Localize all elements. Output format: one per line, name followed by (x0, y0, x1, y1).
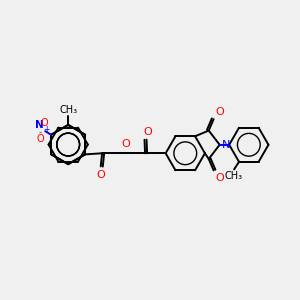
Text: N: N (222, 140, 230, 150)
Text: O: O (40, 118, 48, 128)
Text: O: O (215, 107, 224, 117)
Text: O: O (121, 140, 130, 149)
Text: O: O (96, 169, 105, 180)
Text: O: O (37, 134, 44, 144)
Text: O: O (143, 127, 152, 137)
Text: CH₃: CH₃ (59, 104, 77, 115)
Text: O: O (215, 172, 224, 183)
Text: +: + (43, 125, 50, 134)
Text: CH₃: CH₃ (224, 171, 243, 181)
Text: -: - (39, 129, 42, 138)
Text: N: N (35, 120, 44, 130)
